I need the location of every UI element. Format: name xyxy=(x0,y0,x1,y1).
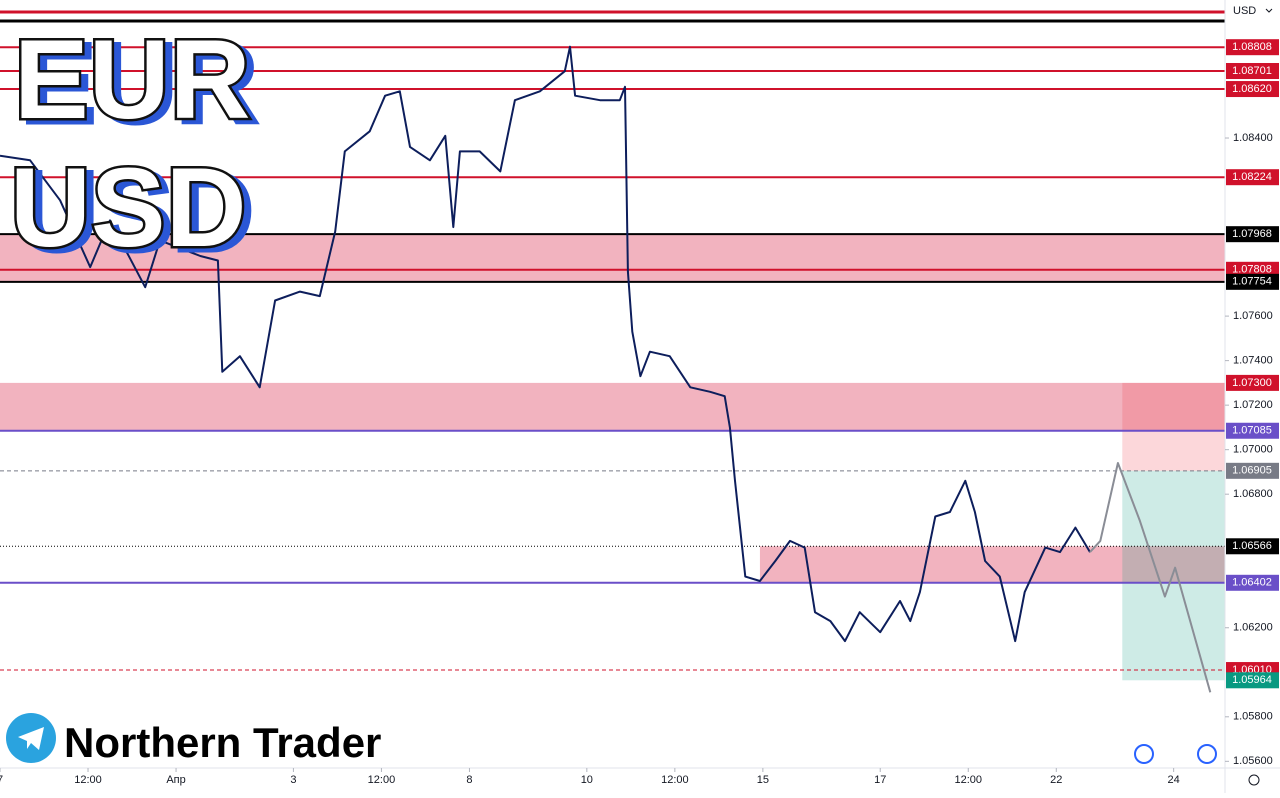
currency[interactable]: USD xyxy=(1233,5,1256,17)
y-tick-label: 1.07000 xyxy=(1233,444,1273,456)
price-tag-label: 1.08701 xyxy=(1232,65,1272,77)
x-tick-label: 3 xyxy=(290,774,296,786)
x-tick-label: 12:00 xyxy=(661,774,689,786)
price-tag-label: 1.07300 xyxy=(1232,377,1272,389)
x-tick-label: 24 xyxy=(1168,774,1180,786)
y-tick-label: 1.06800 xyxy=(1233,488,1273,500)
x-tick-label: Апр xyxy=(166,774,185,786)
price-tag-label: 1.08224 xyxy=(1232,171,1272,183)
x-tick-label: 12:00 xyxy=(74,774,102,786)
target-zone xyxy=(1122,470,1225,681)
x-tick-label: 12:00 xyxy=(954,774,982,786)
y-tick-label: 1.08400 xyxy=(1233,132,1273,144)
price-line xyxy=(0,45,1091,643)
price-tag-label: 1.07808 xyxy=(1232,264,1272,276)
price-tag xyxy=(1226,81,1279,98)
price-tag xyxy=(1226,462,1279,479)
y-tick-label: 1.07400 xyxy=(1233,355,1273,367)
zone xyxy=(0,382,1225,431)
x-tick-label: 22 xyxy=(1050,774,1062,786)
logo-shadow: EUR xyxy=(21,21,257,146)
y-tick-label: 1.07200 xyxy=(1233,399,1273,411)
price-tag-label: 1.06566 xyxy=(1232,540,1272,552)
price-tag xyxy=(1226,374,1279,391)
price-tag xyxy=(1226,538,1279,555)
logo-text: EUR xyxy=(14,17,250,142)
price-tag-label: 1.08808 xyxy=(1232,41,1272,53)
logo-text: USD xyxy=(10,145,246,270)
currency-caret[interactable] xyxy=(1265,8,1273,13)
y-tick-label: 1.05800 xyxy=(1233,711,1273,723)
logo-shadow: USD xyxy=(17,149,253,274)
price-tag xyxy=(1226,672,1279,689)
price-tag xyxy=(1226,169,1279,186)
price-tag-label: 1.07968 xyxy=(1232,228,1272,240)
price-tag-label: 1.08620 xyxy=(1232,83,1272,95)
x-tick-label: 17 xyxy=(874,774,886,786)
x-tick-label: 15 xyxy=(757,774,769,786)
stop-zone xyxy=(1122,382,1225,471)
price-tag xyxy=(1226,261,1279,278)
event-icon[interactable] xyxy=(1134,744,1154,764)
price-tag xyxy=(1226,226,1279,243)
x-tick-label: 12:00 xyxy=(368,774,396,786)
price-tag xyxy=(1226,63,1279,80)
y-tick-label: 1.07600 xyxy=(1233,310,1273,322)
x-tick-label: 7 xyxy=(0,774,3,786)
price-tag xyxy=(1226,422,1279,439)
telegram-plane xyxy=(18,727,44,750)
price-tag-label: 1.07085 xyxy=(1232,425,1272,437)
settings-icon[interactable] xyxy=(1248,774,1260,786)
price-tag-label: 1.06905 xyxy=(1232,465,1272,477)
price-tag-label: 1.07754 xyxy=(1232,276,1272,288)
zone xyxy=(759,546,1225,583)
price-line xyxy=(1089,462,1212,693)
x-tick-label: 8 xyxy=(466,774,472,786)
y-tick-label: 1.06200 xyxy=(1233,622,1273,634)
x-tick-label: 10 xyxy=(581,774,593,786)
logo: EUR EUR USD USD xyxy=(8,15,260,277)
event-icon[interactable] xyxy=(1197,744,1217,764)
price-tag-label: 1.06402 xyxy=(1232,577,1272,589)
price-tag-label: 1.05964 xyxy=(1232,674,1272,686)
price-tag xyxy=(1226,39,1279,56)
price-tag xyxy=(1226,574,1279,591)
y-tick-label: 1.05600 xyxy=(1233,755,1273,767)
brand-name: Northern Trader xyxy=(64,719,381,766)
plot-area xyxy=(0,10,1225,693)
price-tag xyxy=(1226,273,1279,290)
